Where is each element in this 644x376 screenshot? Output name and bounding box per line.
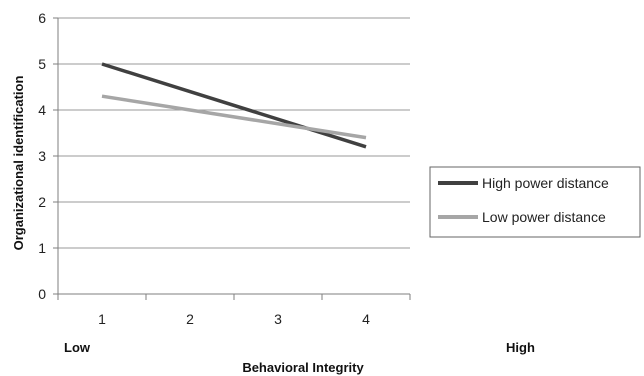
y-tick-label-6: 6 (38, 10, 46, 26)
x-axis-high-label: High (506, 340, 535, 355)
x-tick-label-2: 2 (186, 311, 194, 327)
y-tick-label-2: 2 (38, 194, 46, 210)
y-axis-title: Organizational identification (11, 76, 26, 251)
legend-box (429, 166, 641, 238)
axes (53, 17, 411, 300)
y-tick-label-5: 5 (38, 56, 46, 72)
series-line-low-power-distance (101, 94, 367, 140)
y-tick-label-0: 0 (38, 286, 46, 302)
x-axis-title: Behavioral Integrity (242, 360, 364, 375)
x-tick-label-4: 4 (362, 311, 370, 327)
x-axis-low-label: Low (64, 340, 91, 355)
x-tick-label-1: 1 (98, 311, 106, 327)
y-tick-label-3: 3 (38, 148, 46, 164)
series-lines (101, 62, 367, 149)
y-tick-label-4: 4 (38, 102, 46, 118)
tick-labels: 0 1 2 3 4 5 6 1 2 3 4 (38, 10, 370, 327)
x-tick-label-3: 3 (274, 311, 282, 327)
legend-label-low-power-distance: Low power distance (482, 209, 606, 225)
series-line-high-power-distance (101, 62, 367, 149)
y-tick-label-1: 1 (38, 240, 46, 256)
legend-label-high-power-distance: High power distance (482, 175, 609, 191)
grid-lines (58, 17, 410, 249)
legend: High power distance Low power distance (429, 166, 641, 238)
